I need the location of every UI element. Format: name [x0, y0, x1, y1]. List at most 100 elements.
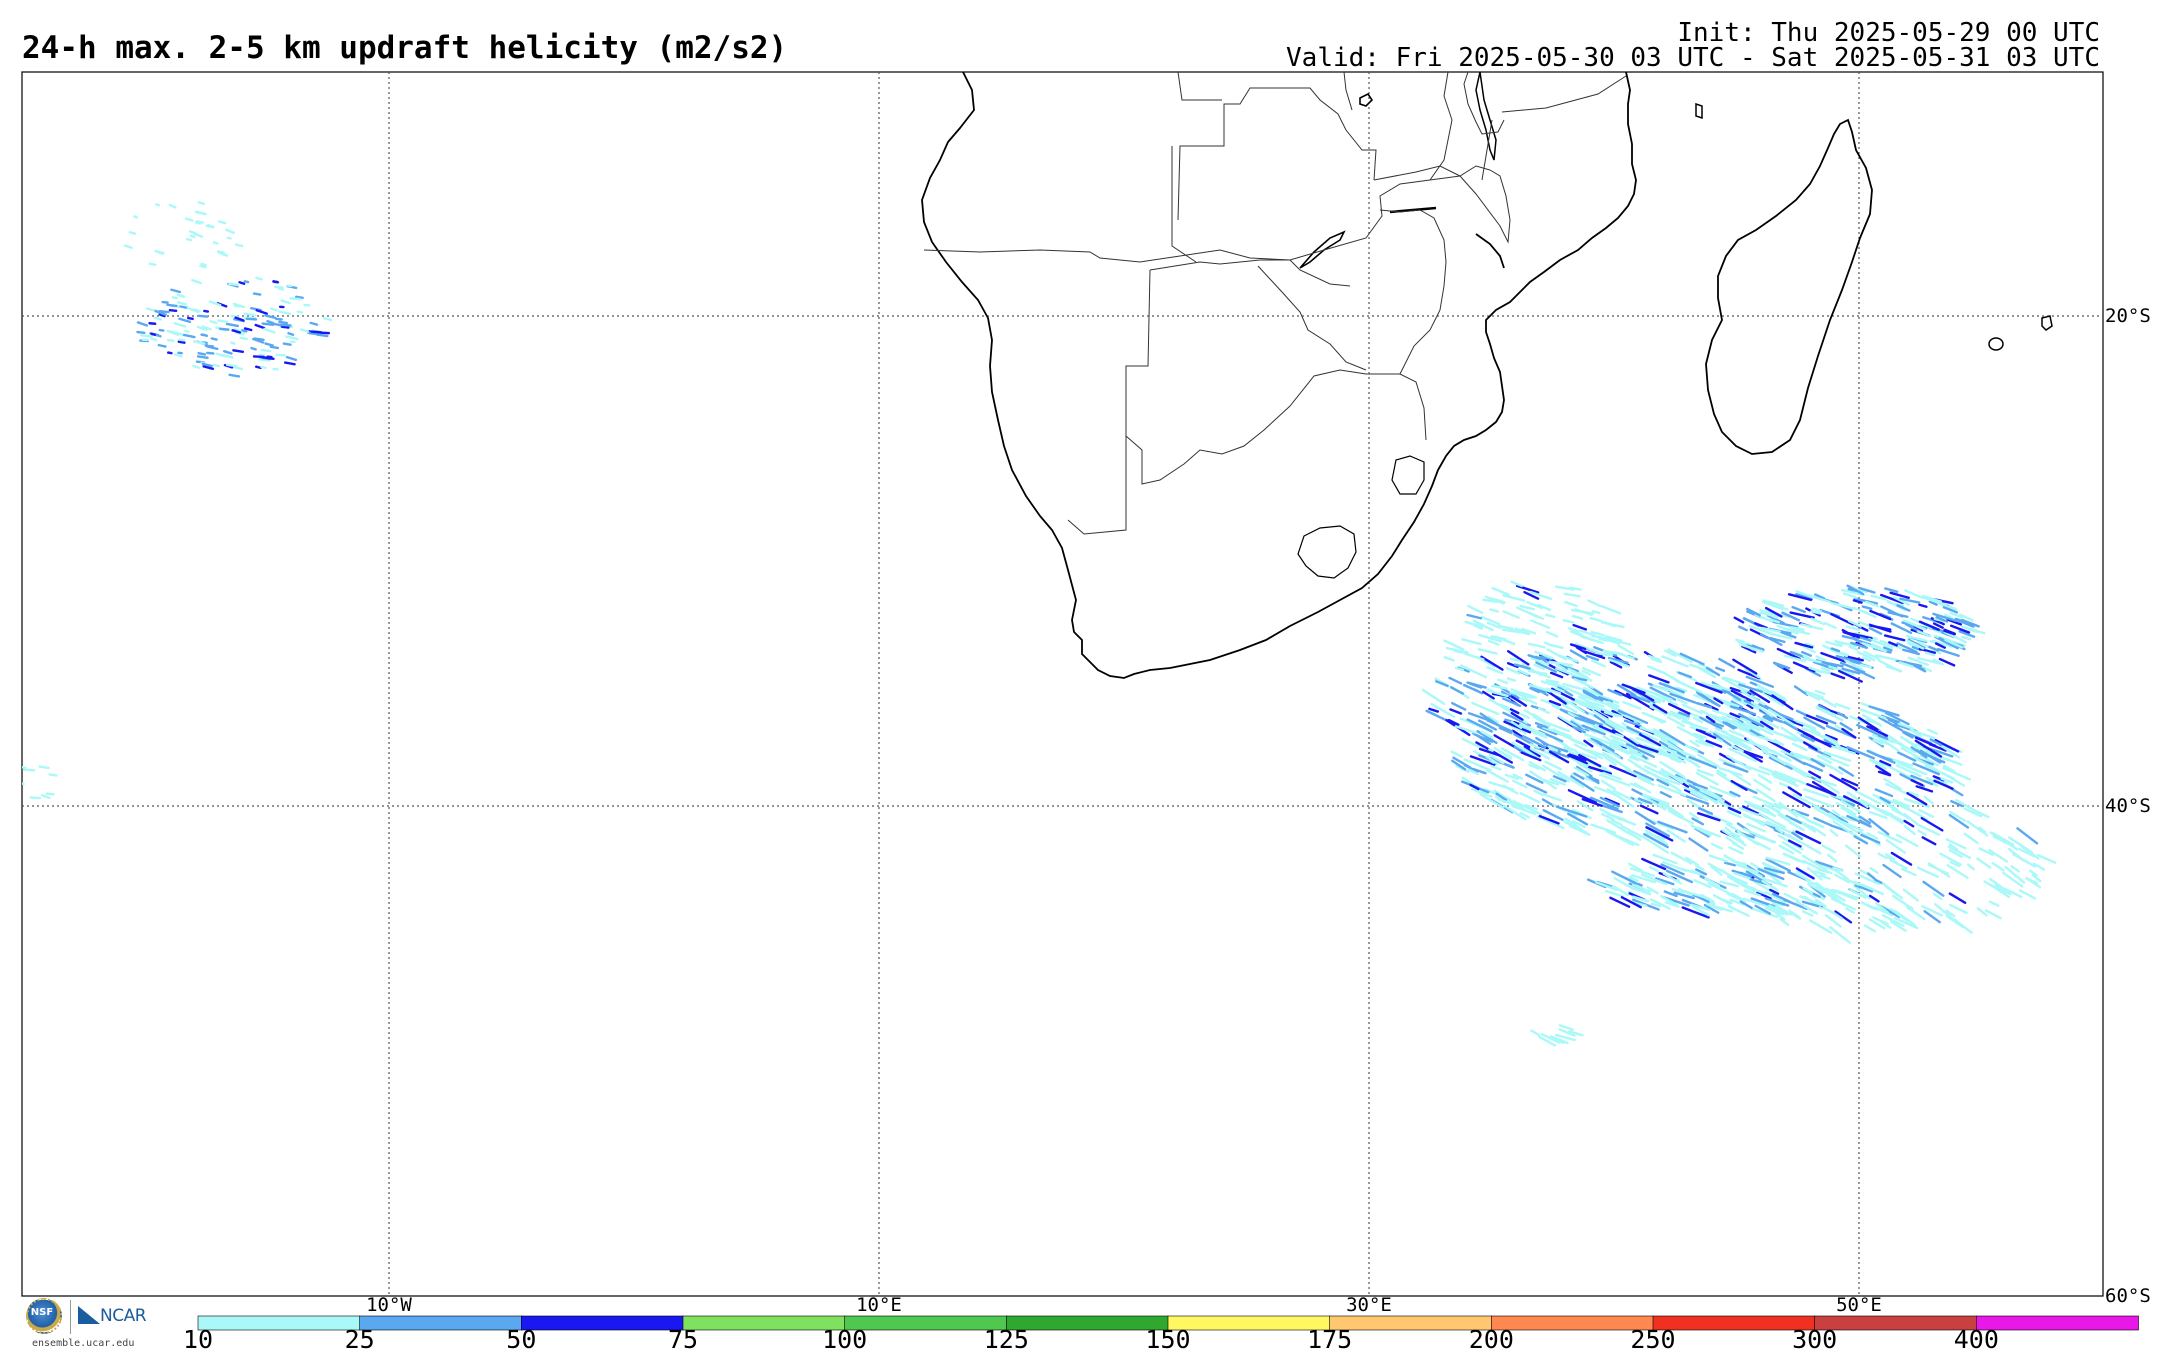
helicity-streak	[1820, 666, 1831, 672]
helicity-streak	[1555, 663, 1568, 672]
helicity-streak	[1906, 639, 1925, 650]
madagascar-outline	[1705, 118, 1873, 455]
helicity-streak	[1887, 734, 1904, 747]
helicity-streak	[1820, 651, 1847, 663]
helicity-streak	[202, 333, 209, 338]
helicity-streak	[1896, 751, 1917, 762]
helicity-streak	[1464, 652, 1485, 661]
helicity-streak	[1929, 738, 1943, 747]
helicity-streak	[1742, 617, 1755, 624]
helicity-streak	[1888, 641, 1898, 647]
helicity-streak	[1558, 1028, 1576, 1037]
colorbar-swatch	[1006, 1315, 1169, 1331]
helicity-streak	[1594, 742, 1621, 759]
helicity-streak	[1495, 792, 1508, 802]
map-frame	[21, 71, 2104, 1297]
helicity-streak	[1892, 596, 1910, 606]
helicity-streak	[1708, 730, 1734, 740]
helicity-streak	[1512, 773, 1524, 780]
helicity-streak	[1617, 644, 1635, 656]
helicity-streak	[1521, 734, 1547, 749]
helicity-streak	[1554, 1033, 1576, 1042]
helicity-streak	[1896, 642, 1918, 654]
helicity-streak	[1739, 716, 1753, 723]
helicity-streak	[1547, 643, 1564, 650]
helicity-streak	[1946, 618, 1962, 626]
helicity-streak	[1942, 764, 1956, 773]
helicity-streak	[225, 322, 239, 328]
helicity-streak	[1795, 872, 1812, 883]
helicity-streak	[1925, 750, 1946, 761]
helicity-streak	[1625, 768, 1642, 778]
helicity-streak	[1599, 796, 1620, 808]
helicity-streak	[1857, 620, 1871, 628]
helicity-streak	[1869, 624, 1892, 631]
helicity-streak	[1752, 880, 1773, 893]
helicity-streak	[1934, 738, 1960, 753]
helicity-streak	[1692, 732, 1707, 739]
helicity-streak	[1613, 877, 1635, 890]
helicity-streak	[1813, 816, 1833, 827]
helicity-streak	[1989, 831, 2010, 844]
helicity-streak	[1529, 747, 1551, 760]
helicity-streak	[1853, 884, 1871, 900]
helicity-streak	[133, 215, 139, 219]
helicity-streak	[1880, 605, 1904, 618]
helicity-streak	[2012, 853, 2037, 868]
helicity-streak	[1466, 681, 1487, 689]
helicity-streak	[1988, 883, 2012, 896]
helicity-streak	[176, 293, 186, 298]
helicity-streak	[1709, 785, 1737, 798]
helicity-streak	[310, 330, 323, 334]
helicity-streak	[1738, 712, 1765, 728]
helicity-streak	[1915, 742, 1929, 752]
helicity-streak	[1881, 914, 1905, 927]
helicity-streak	[1738, 625, 1748, 632]
helicity-streak	[1561, 703, 1578, 714]
helicity-streak	[1830, 647, 1841, 653]
helicity-streak	[1604, 889, 1624, 898]
helicity-streak	[1657, 820, 1688, 834]
helicity-streak	[260, 348, 272, 353]
helicity-streak	[184, 217, 194, 222]
helicity-streak	[1931, 639, 1953, 648]
river-zambezi	[1475, 233, 1505, 269]
helicity-streak	[1745, 720, 1774, 736]
lake-outline	[1359, 92, 1374, 107]
helicity-streak	[1828, 764, 1844, 775]
helicity-streak	[1679, 652, 1705, 666]
helicity-streak	[1890, 851, 1913, 866]
helicity-streak	[1510, 695, 1528, 707]
helicity-streak	[1604, 797, 1620, 806]
helicity-streak	[1963, 807, 1983, 818]
helicity-streak	[1549, 777, 1566, 786]
helicity-streak	[1734, 699, 1748, 705]
helicity-streak	[1563, 745, 1578, 753]
colorbar-label: 400	[1954, 1325, 1999, 1354]
helicity-streak	[1914, 739, 1943, 758]
helicity-streak	[1534, 721, 1549, 729]
helicity-streak	[1944, 638, 1964, 649]
helicity-streak	[1586, 775, 1600, 782]
helicity-swaths	[22, 201, 2057, 1047]
helicity-streak	[1494, 635, 1516, 646]
helicity-streak	[1727, 806, 1742, 815]
helicity-streak	[1759, 608, 1777, 619]
helicity-streak	[1728, 729, 1745, 738]
helicity-streak	[1883, 777, 1902, 791]
helicity-streak	[1670, 751, 1694, 763]
helicity-streak	[1506, 662, 1519, 669]
helicity-streak	[1604, 652, 1614, 657]
helicity-streak	[1486, 621, 1502, 630]
helicity-streak	[1729, 790, 1741, 798]
helicity-streak	[238, 281, 246, 285]
helicity-streak	[1590, 630, 1605, 637]
helicity-streak	[1803, 761, 1824, 772]
helicity-streak	[1609, 764, 1637, 778]
helicity-streak	[1789, 611, 1815, 619]
helicity-streak	[1652, 703, 1668, 714]
helicity-streak	[1791, 742, 1808, 752]
helicity-streak	[1757, 774, 1773, 784]
helicity-streak	[1830, 602, 1857, 611]
island-comoros	[1695, 102, 1703, 120]
